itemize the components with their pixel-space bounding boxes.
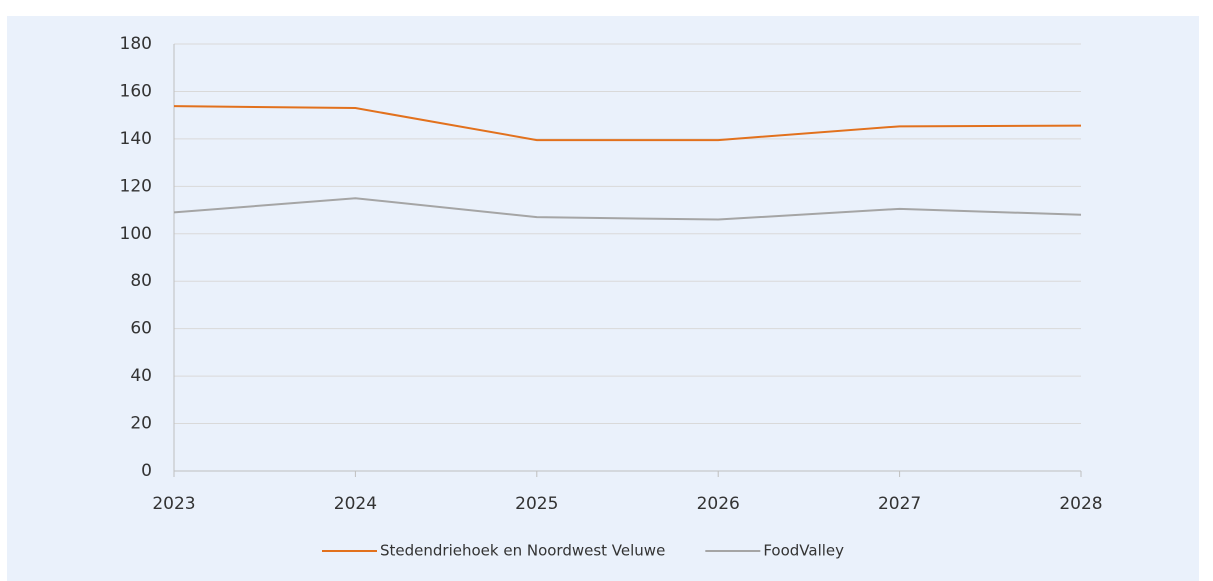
legend-label: FoodValley <box>763 542 844 560</box>
chart-background <box>7 16 1199 581</box>
y-tick-label: 20 <box>130 414 152 434</box>
x-tick-label: 2023 <box>152 494 195 514</box>
y-tick-label: 120 <box>120 176 152 196</box>
y-tick-label: 0 <box>141 461 152 481</box>
series-line <box>173 197 1082 221</box>
y-tick-label: 80 <box>130 271 152 291</box>
y-tick-label: 140 <box>120 129 152 149</box>
y-tick-label: 40 <box>130 366 152 386</box>
legend-label: Stedendriehoek en Noordwest Veluwe <box>380 542 665 560</box>
x-tick-label: 2026 <box>697 494 740 514</box>
y-tick-label: 160 <box>120 81 152 101</box>
series-line <box>173 105 1082 142</box>
y-tick-label: 100 <box>120 224 152 244</box>
y-tick-label: 60 <box>130 319 152 339</box>
legend: Stedendriehoek en Noordwest Veluwe FoodVa… <box>322 542 844 560</box>
x-tick-label: 2025 <box>515 494 558 514</box>
x-tick-label: 2028 <box>1059 494 1102 514</box>
y-tick-label: 180 <box>120 34 152 54</box>
x-tick-label: 2027 <box>878 494 921 514</box>
x-tick-label: 2024 <box>334 494 377 514</box>
